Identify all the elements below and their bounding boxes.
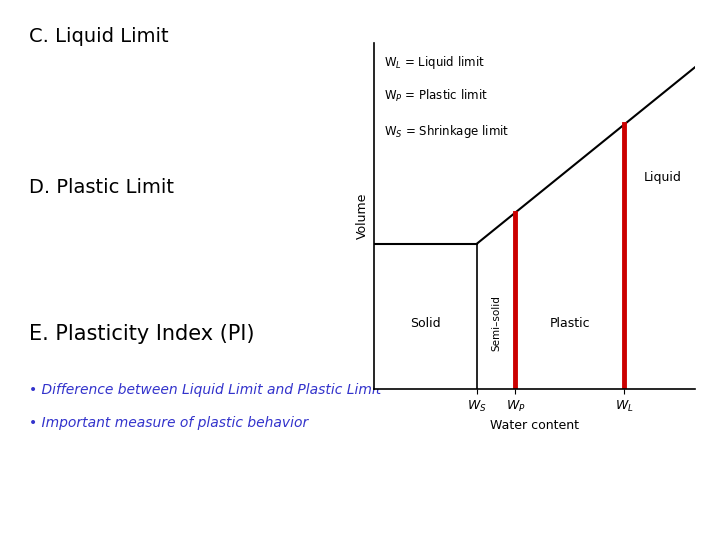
Text: E. Plasticity Index (PI): E. Plasticity Index (PI) <box>29 324 254 344</box>
Text: Semi–solid: Semi–solid <box>491 295 501 352</box>
Text: W$_S$ = Shrinkage limit: W$_S$ = Shrinkage limit <box>384 123 509 140</box>
Text: W$_P$ = Plastic limit: W$_P$ = Plastic limit <box>384 88 487 104</box>
Text: D. Plastic Limit: D. Plastic Limit <box>29 178 174 197</box>
Text: Liquid: Liquid <box>644 171 682 184</box>
Text: • Important measure of plastic behavior: • Important measure of plastic behavior <box>29 416 308 430</box>
Text: Solid: Solid <box>410 317 441 330</box>
Text: W$_L$ = Liquid limit: W$_L$ = Liquid limit <box>384 53 485 71</box>
Text: • Difference between Liquid Limit and Plastic Limit: • Difference between Liquid Limit and Pl… <box>29 383 381 397</box>
Text: Plastic: Plastic <box>549 317 590 330</box>
Y-axis label: Volume: Volume <box>356 193 369 239</box>
X-axis label: Water content: Water content <box>490 419 579 432</box>
Text: C. Liquid Limit: C. Liquid Limit <box>29 27 168 46</box>
